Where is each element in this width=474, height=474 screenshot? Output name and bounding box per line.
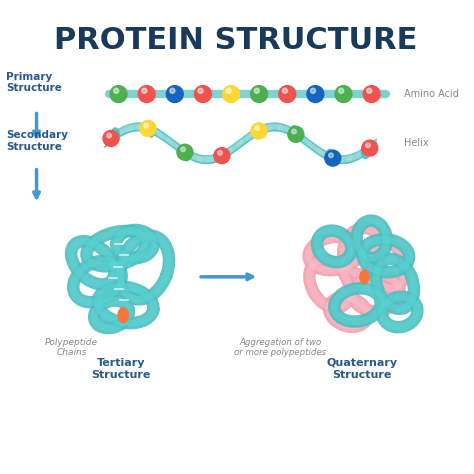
Text: Amino Acid: Amino Acid [404,89,459,99]
Circle shape [181,147,185,152]
Circle shape [170,88,175,93]
Circle shape [142,88,147,93]
Circle shape [335,86,352,102]
Circle shape [288,127,304,142]
Circle shape [144,123,148,128]
Text: Aggregation of two
or more polypeptides: Aggregation of two or more polypeptides [234,338,326,357]
Text: PROTEIN STRUCTURE: PROTEIN STRUCTURE [54,26,418,55]
Circle shape [138,86,155,102]
Circle shape [255,126,259,130]
Ellipse shape [290,126,298,141]
Ellipse shape [118,308,128,323]
Ellipse shape [219,148,227,163]
Circle shape [362,140,378,156]
Text: Tertiary
Structure: Tertiary Structure [91,358,151,380]
Circle shape [365,143,370,148]
Ellipse shape [326,149,334,164]
Circle shape [177,144,193,160]
Circle shape [310,88,316,93]
Circle shape [254,88,259,93]
Circle shape [338,88,344,93]
Text: Quaternary
Structure: Quaternary Structure [327,358,398,380]
Text: Polypeptide
Chains: Polypeptide Chains [45,338,98,357]
Circle shape [103,130,119,146]
Circle shape [198,88,203,93]
Circle shape [223,86,239,102]
Ellipse shape [360,270,369,283]
Circle shape [107,133,111,138]
Circle shape [328,153,333,158]
Circle shape [279,86,296,102]
Ellipse shape [361,144,370,159]
Circle shape [292,129,296,134]
Circle shape [214,148,230,164]
Circle shape [367,88,372,93]
Circle shape [363,86,380,102]
Circle shape [110,86,127,102]
Ellipse shape [254,124,263,139]
Circle shape [251,123,267,139]
Circle shape [166,86,183,102]
Circle shape [307,86,324,102]
Ellipse shape [111,128,119,143]
Circle shape [226,88,231,93]
Circle shape [140,120,156,137]
Circle shape [218,150,222,155]
Ellipse shape [182,146,191,161]
Text: Helix: Helix [404,138,429,148]
Circle shape [283,88,288,93]
Circle shape [114,88,119,93]
Circle shape [194,86,211,102]
Text: Primary
Structure: Primary Structure [6,72,62,93]
Circle shape [325,150,341,166]
Text: Secondary
Structure: Secondary Structure [6,130,68,152]
Ellipse shape [147,122,155,137]
Circle shape [251,86,267,102]
